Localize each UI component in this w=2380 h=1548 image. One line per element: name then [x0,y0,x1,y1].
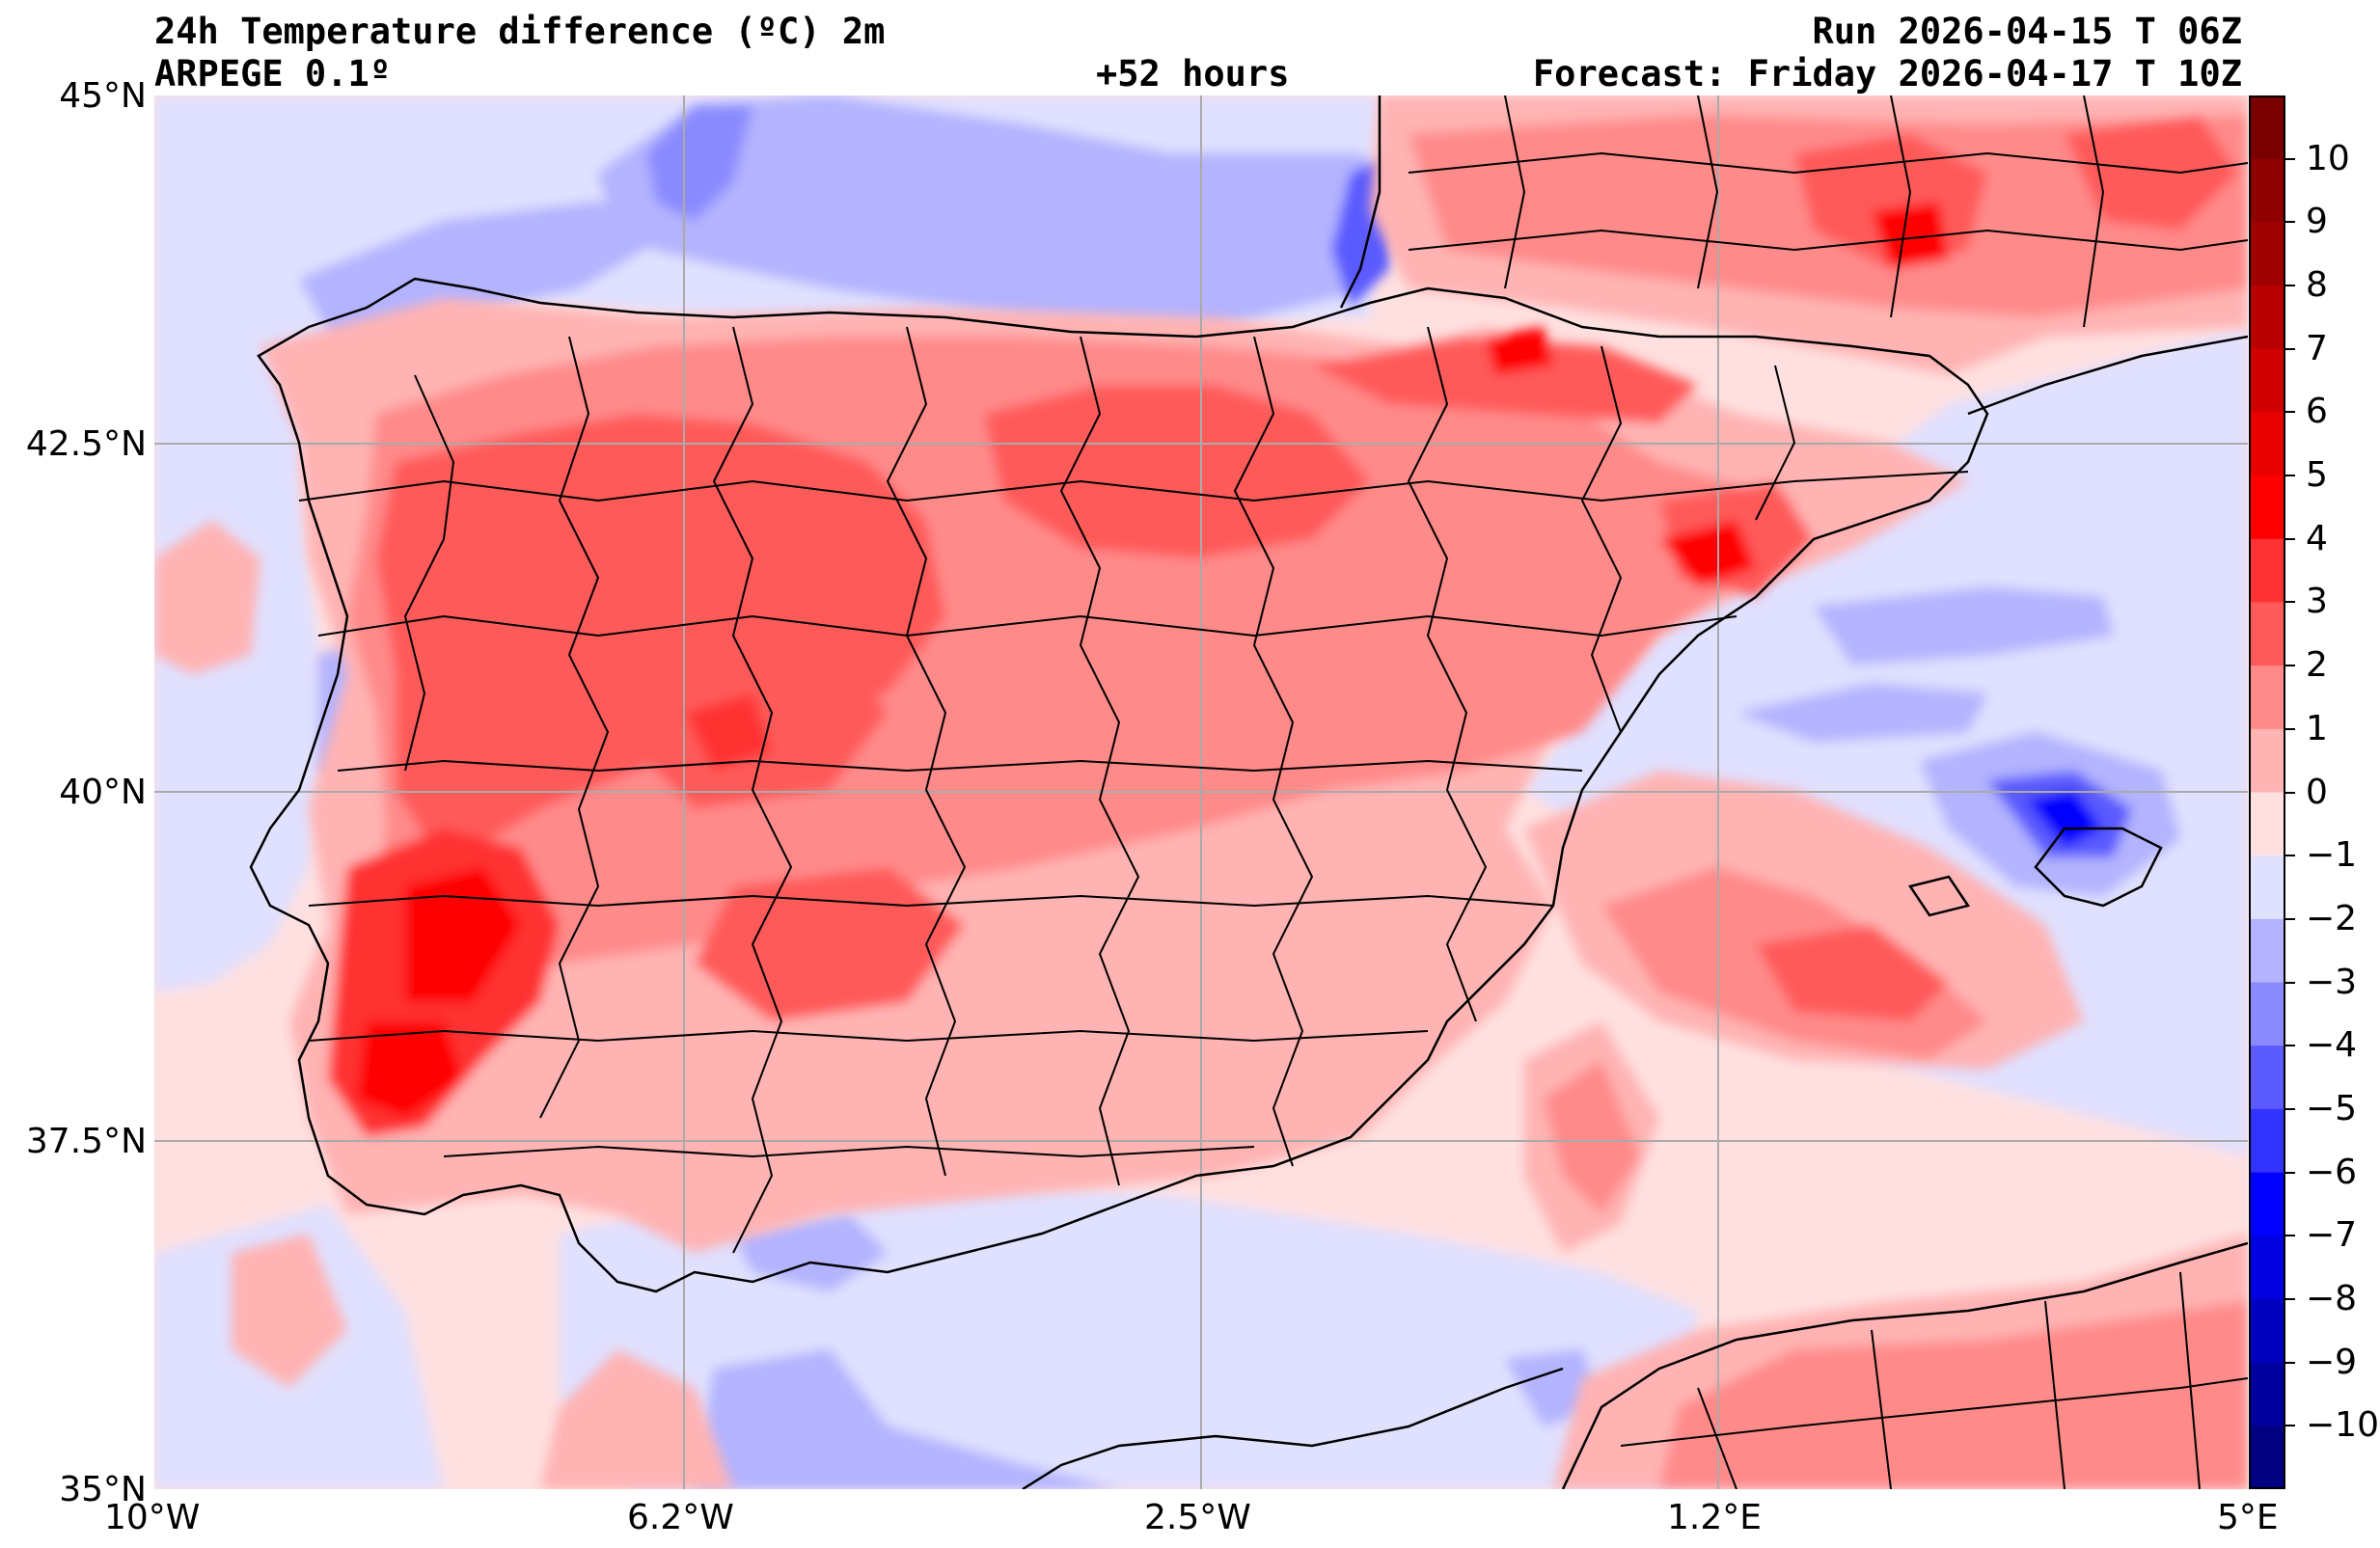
lead-time-label: +52 hours [1096,53,1290,95]
colorbar-tick [2285,347,2295,350]
colorbar-label: −10 [2306,1405,2379,1446]
colorbar-border [2249,95,2285,1489]
colorbar-label: −7 [2306,1215,2358,1256]
colorbar-segment [2249,728,2285,793]
colorbar-segment [2249,1298,2285,1364]
map-title: 24h Temperature difference (ºC) 2m [154,11,886,52]
colorbar-segment [2249,1362,2285,1426]
colorbar-tick [2285,1235,2295,1237]
lon-label-5e: 5°E [2217,1498,2279,1537]
colorbar-segment [2249,855,2285,920]
run-label: Run 2026-04-15 T 06Z [1812,11,2242,52]
colorbar-label: 3 [2306,582,2328,622]
colorbar-label: −9 [2306,1342,2358,1382]
colorbar [2249,95,2285,1489]
lat-label-35n: 35°N [59,1470,147,1509]
coastlines [249,95,2248,1489]
colorbar-segment [2249,665,2285,730]
model-label: ARPEGE 0.1º [154,53,392,95]
lat-label-42-5n: 42.5°N [25,424,147,464]
colorbar-segment [2249,348,2285,413]
colorbar-tick [2285,1171,2295,1174]
colorbar-label: 8 [2306,265,2328,306]
lat-label-45n: 45°N [59,76,147,116]
colorbar-segment [2249,982,2285,1046]
colorbar-segment [2249,158,2285,223]
colorbar-segment [2249,918,2285,984]
colorbar-label: −3 [2306,962,2358,1002]
colorbar-tick [2285,157,2295,160]
colorbar-segment [2249,1172,2285,1236]
colorbar-segment [2249,538,2285,603]
colorbar-label: −2 [2306,898,2358,938]
colorbar-tick [2285,221,2295,224]
lon-label-2-5w: 2.5°W [1144,1498,1251,1537]
colorbar-label: 4 [2306,518,2328,558]
colorbar-tick [2285,855,2295,857]
colorbar-segment [2249,602,2285,666]
colorbar-label: −6 [2306,1152,2358,1192]
lat-label-37-5n: 37.5°N [25,1122,147,1161]
colorbar-label: −5 [2306,1088,2358,1128]
province-borders [298,95,2248,1489]
colorbar-tick [2285,285,2295,287]
colorbar-tick [2285,1425,2295,1427]
colorbar-segment [2249,412,2285,476]
colorbar-segment [2249,95,2285,160]
colorbar-tick [2285,475,2295,477]
colorbar-segment [2249,792,2285,856]
colorbar-segment [2249,222,2285,286]
colorbar-segment [2249,475,2285,540]
lon-label-1-2e: 1.2°E [1667,1498,1762,1537]
forecast-label: Forecast: Friday 2026-04-17 T 10Z [1532,53,2242,95]
lon-label-10w: 10°W [104,1498,201,1537]
colorbar-label: 0 [2306,772,2328,812]
colorbar-label: −8 [2306,1278,2358,1318]
colorbar-tick [2285,601,2295,604]
colorbar-label: −4 [2306,1025,2358,1066]
temperature-map [154,95,2248,1489]
colorbar-label: 10 [2306,138,2350,178]
colorbar-label: −1 [2306,835,2358,876]
colorbar-tick [2285,537,2295,540]
colorbar-tick [2285,981,2295,984]
map-panel [154,95,2248,1489]
colorbar-tick [2285,791,2295,794]
colorbar-tick [2285,1361,2295,1364]
colorbar-segment [2249,1046,2285,1110]
lon-label-6-2w: 6.2°W [627,1498,734,1537]
colorbar-tick [2285,1045,2295,1047]
colorbar-label: 6 [2306,392,2328,432]
colorbar-tick [2285,411,2295,414]
colorbar-label: 5 [2306,455,2328,496]
colorbar-tick [2285,1297,2295,1300]
lat-label-40n: 40°N [59,773,147,812]
colorbar-label: 2 [2306,645,2328,686]
colorbar-label: 1 [2306,708,2328,748]
colorbar-tick [2285,665,2295,667]
colorbar-tick [2285,727,2295,730]
colorbar-segment [2249,1108,2285,1174]
blue-anomalies [299,95,2180,1489]
colorbar-tick [2285,1107,2295,1110]
colorbar-segment [2249,285,2285,350]
colorbar-label: 9 [2306,202,2328,242]
graticule [154,95,2248,1489]
colorbar-segment [2249,1426,2285,1489]
colorbar-label: 7 [2306,328,2328,368]
colorbar-segment [2249,1236,2285,1300]
colorbar-tick [2285,917,2295,920]
